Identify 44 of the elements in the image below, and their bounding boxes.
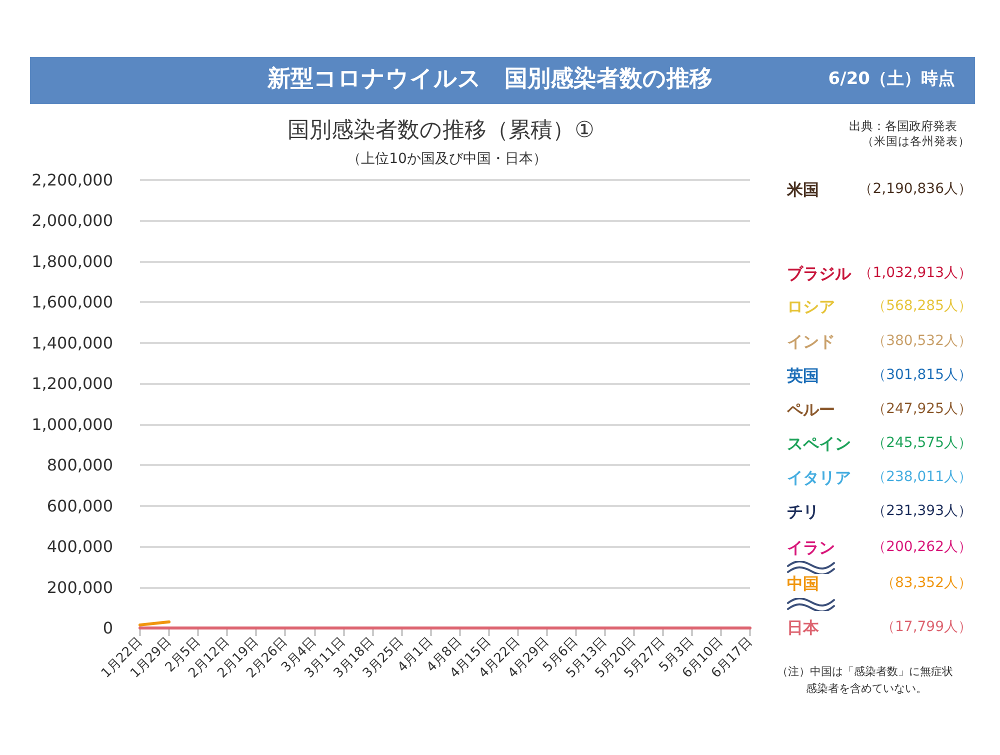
y-tick-label: 400,000: [46, 537, 113, 556]
text: （2,190,836人）: [858, 181, 972, 198]
text: （注）中国は「感染者数」に無症状: [777, 665, 953, 678]
legend-label: ロシア: [787, 297, 835, 316]
chart-subtitle: 国別感染者数の推移（累積）①: [286, 118, 596, 144]
y-tick-label: 800,000: [46, 456, 113, 475]
legend-label: 英国: [787, 366, 819, 386]
text: （17,799人）: [881, 619, 972, 636]
y-tick-label: 1,800,000: [32, 252, 113, 271]
text: （301,815人）: [872, 367, 972, 384]
text: （247,925人）: [872, 401, 972, 418]
chart-title: 新型コロナウイルス 国別感染者数の推移: [268, 66, 712, 92]
text: （238,011人）: [872, 469, 972, 486]
text: 6/20（土）時点: [828, 69, 955, 90]
legend-label: ブラジル: [787, 264, 851, 284]
text: （米国は各州発表）: [862, 134, 970, 149]
text: 日本: [787, 618, 819, 638]
y-tick-label: 0: [102, 618, 113, 638]
text: 中国: [787, 574, 819, 594]
text: （231,393人）: [872, 503, 972, 520]
text: （245,575人）: [872, 435, 972, 452]
text: 感染者を含めていない。: [806, 682, 927, 696]
legend-label: イタリア: [787, 468, 851, 488]
text: （83,352人）: [881, 575, 972, 592]
y-tick-label: 1,200,000: [32, 374, 113, 394]
y-tick-label: 600,000: [46, 496, 113, 516]
legend-label: スペイン: [787, 434, 851, 454]
legend-label: 米国: [787, 180, 819, 200]
legend-label: チリ: [787, 502, 819, 522]
source-note: 出典：各国政府発表: [849, 119, 957, 134]
legend-label: ペルー: [787, 400, 835, 420]
y-tick-label: 1,000,000: [32, 414, 113, 434]
y-tick-label: 1,400,000: [32, 333, 113, 352]
text: （200,262人）: [872, 539, 972, 556]
legend-label: イラン: [787, 538, 835, 558]
y-tick-label: 200,000: [46, 578, 113, 597]
y-tick-label: 1,600,000: [32, 292, 113, 312]
text: （上位10か国及び中国・日本）: [346, 151, 548, 168]
text: （380,532人）: [872, 333, 972, 350]
text: （1,032,913人）: [858, 265, 972, 282]
y-tick-label: 2,200,000: [32, 170, 113, 190]
text: （568,285人）: [872, 298, 972, 315]
legend-label: インド: [787, 332, 835, 352]
y-tick-label: 2,000,000: [32, 211, 113, 230]
